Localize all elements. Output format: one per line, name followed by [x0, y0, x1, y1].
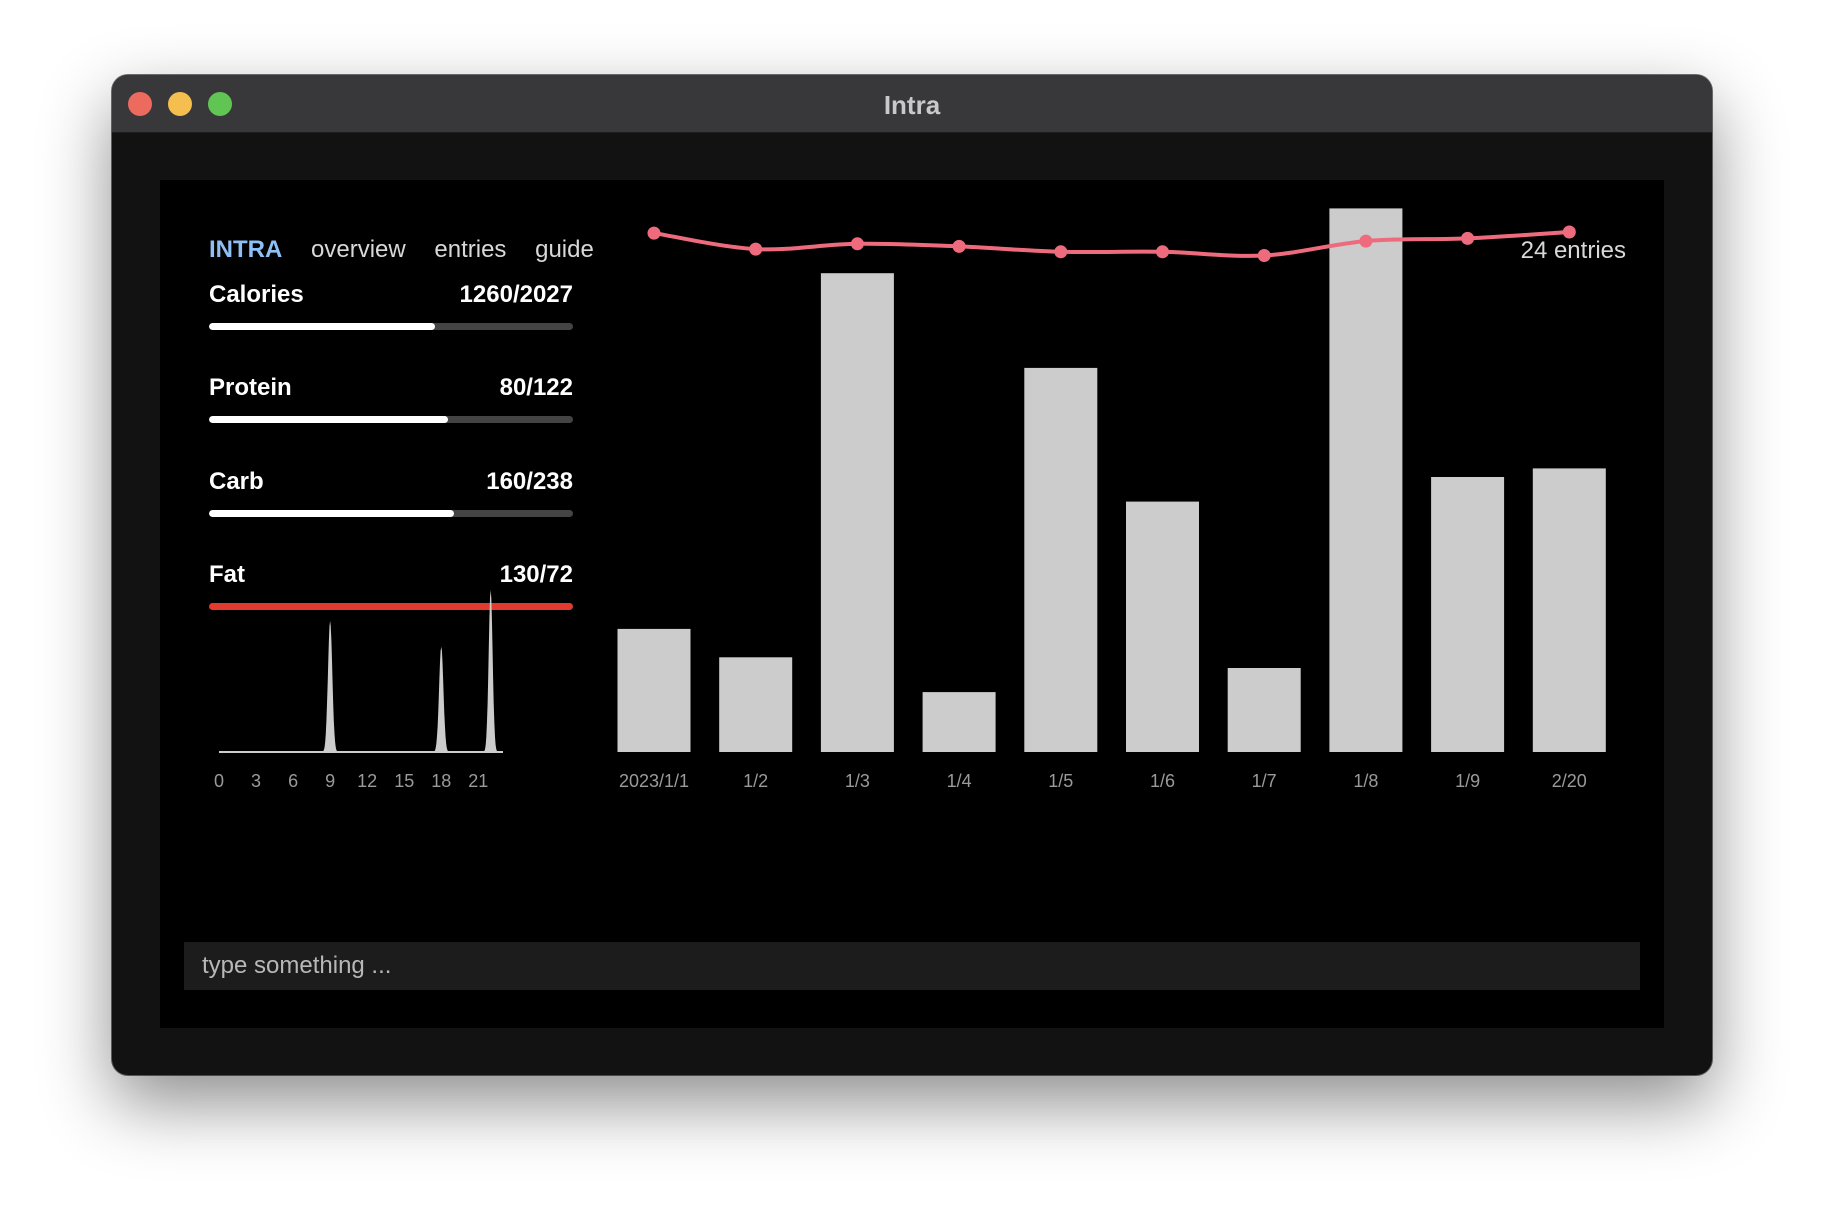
minimize-window-button[interactable] — [168, 92, 192, 116]
daily-bar[interactable] — [1024, 367, 1098, 752]
day-tick-label: 2023/1/1 — [619, 771, 689, 791]
nav-entries[interactable]: entries — [434, 236, 507, 263]
target-line-point — [1054, 245, 1068, 259]
daily-bar[interactable] — [617, 628, 691, 752]
day-tick-label: 1/3 — [845, 771, 870, 791]
macro-progress-track — [209, 603, 573, 610]
hourly-intake-chart: 0 3 6 9 12 15 18 21 — [214, 590, 503, 791]
hour-tick-label: 6 — [288, 771, 298, 791]
target-line-point — [749, 242, 763, 256]
hour-tick-label: 15 — [394, 771, 414, 791]
macro-value: 160/238 — [486, 468, 573, 495]
window-title: Intra — [883, 90, 941, 120]
macro-progress-fill — [209, 603, 573, 610]
daily-bar[interactable] — [1431, 477, 1505, 752]
hour-tick-label: 21 — [468, 771, 488, 791]
nav-guide[interactable]: guide — [535, 236, 594, 263]
macro-progress-fill — [209, 416, 448, 423]
macro-progress-fill — [209, 323, 436, 330]
macro-label: Carb — [209, 468, 264, 495]
entries-count: 24 entries — [1520, 237, 1626, 264]
macro-label: Calories — [209, 281, 304, 308]
target-line — [653, 230, 1570, 258]
hour-tick-label: 9 — [325, 771, 335, 791]
day-tick-label: 1/9 — [1455, 771, 1480, 791]
nav-overview[interactable]: overview — [311, 236, 406, 263]
macro-progress-fill — [209, 510, 454, 517]
day-tick-label: 1/8 — [1353, 771, 1378, 791]
hour-tick-label: 18 — [431, 771, 451, 791]
target-line-point — [1461, 231, 1475, 245]
daily-bar[interactable] — [820, 273, 894, 752]
hour-tick-label: 12 — [357, 771, 377, 791]
daily-intake-chart: 2023/1/1 1/2 1/3 1/4 1/5 1/6 1/7 1/8 1/9 2/20 — [617, 208, 1606, 791]
macro-fat: Fat 130/72 — [209, 561, 573, 610]
title-bar[interactable]: Intra — [112, 75, 1712, 133]
maximize-window-button[interactable] — [208, 92, 232, 116]
hour-tick-label: 0 — [214, 771, 224, 791]
macro-value: 130/72 — [499, 561, 573, 588]
app-window: Intra INTRA overview entries guide 24 en… — [112, 75, 1712, 1075]
macro-label: Protein — [209, 374, 292, 401]
day-tick-label: 1/2 — [743, 771, 768, 791]
day-tick-label: 1/5 — [1048, 771, 1073, 791]
daily-bar[interactable] — [719, 657, 793, 752]
daily-bar[interactable] — [1126, 501, 1199, 752]
macro-value: 1260/2027 — [459, 281, 573, 308]
target-line-point — [850, 237, 864, 251]
hour-tick-label: 3 — [251, 771, 261, 791]
macro-label: Fat — [209, 561, 245, 588]
target-line-point — [952, 239, 966, 253]
close-window-button[interactable] — [128, 92, 152, 116]
macro-value: 80/122 — [499, 374, 573, 401]
top-nav: INTRA overview entries guide — [209, 236, 616, 272]
macro-carb: Carb 160/238 — [209, 468, 573, 517]
day-tick-label: 1/6 — [1150, 771, 1175, 791]
target-line-point — [1359, 234, 1373, 248]
command-input[interactable] — [184, 942, 1640, 990]
nav-brand[interactable]: INTRA — [209, 236, 283, 263]
macro-progress-track — [209, 510, 573, 517]
target-line-point — [1156, 245, 1169, 259]
macro-protein: Protein 80/122 — [209, 374, 573, 423]
target-line-point — [1257, 249, 1271, 262]
day-tick-label: 1/4 — [947, 771, 972, 791]
macro-progress-track — [209, 416, 573, 423]
daily-bar[interactable] — [1532, 468, 1606, 752]
daily-bar[interactable] — [922, 692, 996, 752]
daily-bar[interactable] — [1227, 668, 1301, 752]
day-tick-label: 2/20 — [1552, 771, 1587, 791]
daily-bar[interactable] — [1329, 208, 1403, 752]
macro-progress-track — [209, 323, 573, 330]
day-tick-label: 1/7 — [1252, 771, 1277, 791]
target-line-point — [1562, 225, 1576, 239]
target-line-point — [647, 226, 661, 240]
macro-calories: Calories 1260/2027 — [209, 281, 573, 330]
main-panel: INTRA overview entries guide 24 entries … — [160, 180, 1664, 1028]
